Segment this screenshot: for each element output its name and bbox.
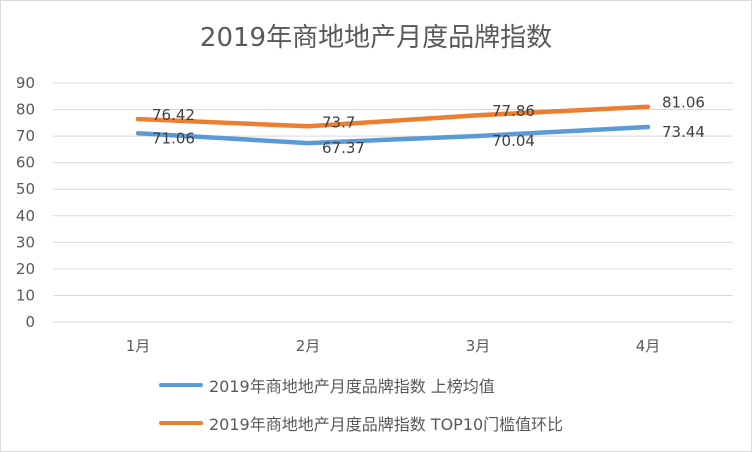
data-label: 73.44 [662,123,705,141]
series-line-1 [135,124,651,146]
data-point [646,104,650,109]
data-point [136,117,140,122]
data-point [306,124,310,129]
x-tick-label: 4月 [636,337,661,355]
legend-item-series-1: 2019年商地地产月度品牌指数 上榜均值 [159,373,563,397]
legend-label: 2019年商地地产月度品牌指数 TOP10门槛值环比 [209,415,564,434]
data-label: 67.37 [322,139,365,157]
data-point [136,131,140,136]
data-point [646,124,650,129]
legend-label: 2019年商地地产月度品牌指数 上榜均值 [209,377,495,396]
data-label: 77.86 [492,102,535,120]
y-tick-label: 50 [16,180,35,198]
data-label: 71.06 [152,129,195,147]
data-point [476,113,480,118]
x-tick-label: 1月 [126,337,151,355]
y-tick-label: 60 [16,154,35,172]
y-tick-label: 70 [16,127,35,145]
data-point [476,134,480,139]
y-tick-label: 90 [16,74,35,92]
series-line-2 [135,104,651,129]
data-label: 76.42 [152,106,195,124]
line-chart: 0 10 20 30 40 50 60 70 80 90 1月 2月 3月 4月 71.06 67.37 70.… [16,74,733,355]
chart-title: 2019年商地地产月度品牌指数 [199,23,553,53]
data-point [306,141,310,146]
data-label: 70.04 [492,132,535,150]
y-tick-label: 80 [16,101,35,119]
legend-swatch [159,421,203,425]
legend-item-series-2: 2019年商地地产月度品牌指数 TOP10门槛值环比 [159,411,563,435]
x-tick-label: 3月 [466,337,491,355]
y-tick-label: 10 [16,286,35,304]
data-label: 73.7 [322,113,355,131]
y-tick-label: 0 [25,313,35,331]
y-tick-label: 20 [16,260,35,278]
data-label: 81.06 [662,94,705,112]
y-tick-label: 40 [16,207,35,225]
y-tick-label: 30 [16,233,35,251]
legend-swatch [159,383,203,387]
x-tick-label: 2月 [296,337,321,355]
legend: 2019年商地地产月度品牌指数 上榜均值 2019年商地地产月度品牌指数 TOP… [159,373,563,449]
